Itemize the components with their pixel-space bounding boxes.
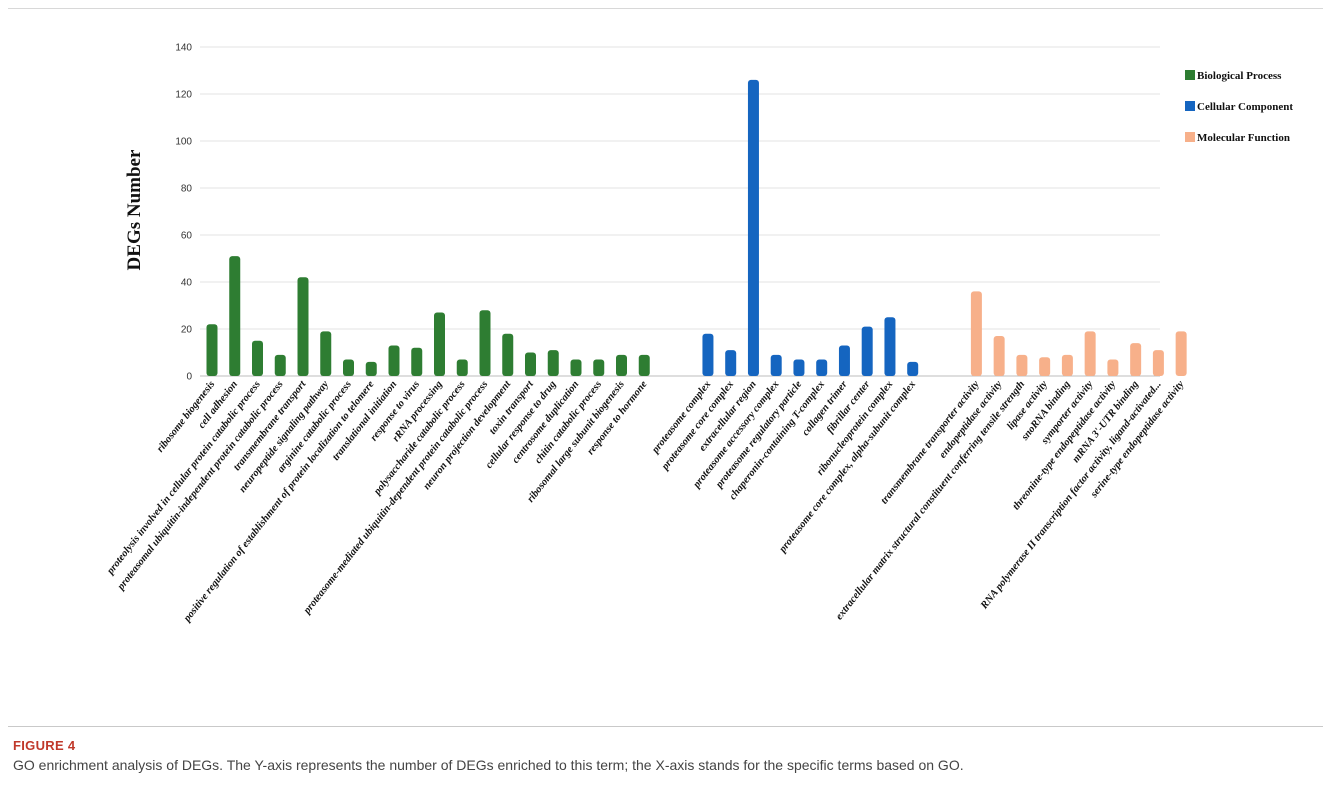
bar-biological-process-16	[570, 359, 582, 376]
bar-molecular-function-4	[1061, 354, 1073, 376]
bar-biological-process-2	[252, 340, 263, 376]
bar-cellular-component-7	[861, 326, 873, 376]
bar-biological-process-13	[502, 333, 514, 376]
bar-molecular-function-2	[1016, 354, 1028, 376]
bar-biological-process-10	[434, 312, 445, 376]
bar-biological-process-19	[638, 354, 650, 376]
legend: Biological Process Cellular Component Mole…	[1185, 70, 1293, 144]
x-category-label: proteasomal ubiquitin-independent protei…	[115, 379, 286, 593]
bar-molecular-function-7	[1130, 343, 1142, 376]
legend-entry: Biological Process	[1197, 70, 1282, 82]
figure-caption: GO enrichment analysis of DEGs. The Y-ax…	[13, 757, 964, 773]
bar-biological-process-18	[616, 354, 627, 376]
bar-biological-process-17	[593, 359, 605, 376]
y-tick-label: 140	[175, 43, 192, 54]
bar-biological-process-1	[229, 256, 241, 376]
bar-biological-process-5	[320, 331, 332, 376]
bar-biological-process-7	[365, 361, 377, 376]
bar-molecular-function-1	[993, 336, 1005, 376]
bar-cellular-component-0	[702, 333, 714, 376]
bar-biological-process-6	[343, 359, 354, 376]
bar-cellular-component-2	[747, 79, 759, 377]
y-tick-label: 40	[181, 278, 193, 289]
bar-cellular-component-6	[838, 345, 850, 376]
bar-molecular-function-0	[970, 291, 982, 376]
y-tick-label: 20	[181, 325, 193, 336]
top-divider	[8, 8, 1323, 9]
caption-divider	[8, 726, 1323, 727]
go-enrichment-bar-chart: 0 20 40 60 80 100 120 140 ribosome biogenesisce…	[105, 43, 1294, 625]
gridlines	[200, 46, 1160, 377]
bar-cellular-component-3	[770, 354, 782, 376]
bars	[206, 79, 1187, 377]
bar-cellular-component-5	[816, 359, 828, 376]
legend-swatch	[1185, 70, 1195, 80]
figure-label: FIGURE 4	[13, 738, 76, 753]
bar-cellular-component-4	[793, 359, 805, 376]
bar-biological-process-12	[479, 310, 491, 376]
legend-swatch	[1185, 101, 1195, 111]
y-tick-label: 100	[175, 137, 192, 148]
bar-biological-process-4	[297, 277, 309, 376]
bar-biological-process-11	[456, 359, 468, 376]
y-axis-label: DEGs Number	[124, 149, 145, 270]
legend-swatch	[1185, 132, 1195, 142]
bar-biological-process-14	[525, 352, 536, 376]
bar-cellular-component-9	[907, 361, 919, 376]
bar-molecular-function-9	[1175, 331, 1187, 376]
bar-biological-process-8	[388, 345, 400, 376]
bar-molecular-function-3	[1039, 357, 1051, 376]
bar-biological-process-0	[206, 324, 218, 376]
y-tick-label: 120	[175, 90, 192, 101]
bar-cellular-component-1	[725, 350, 737, 376]
y-tick-label: 0	[186, 372, 192, 383]
y-tick-label: 80	[181, 184, 193, 195]
bar-molecular-function-5	[1084, 331, 1096, 376]
bar-molecular-function-8	[1152, 350, 1164, 376]
bar-cellular-component-8	[884, 317, 896, 376]
bar-molecular-function-6	[1107, 359, 1119, 376]
bar-biological-process-3	[274, 354, 286, 376]
legend-entry: Molecular Function	[1197, 132, 1290, 144]
y-tick-label: 60	[181, 231, 193, 242]
bar-biological-process-9	[411, 347, 423, 376]
legend-entry: Cellular Component	[1197, 101, 1293, 113]
y-axis-ticks: 0 20 40 60 80 100 120 140	[175, 43, 192, 383]
bar-biological-process-15	[547, 350, 559, 376]
